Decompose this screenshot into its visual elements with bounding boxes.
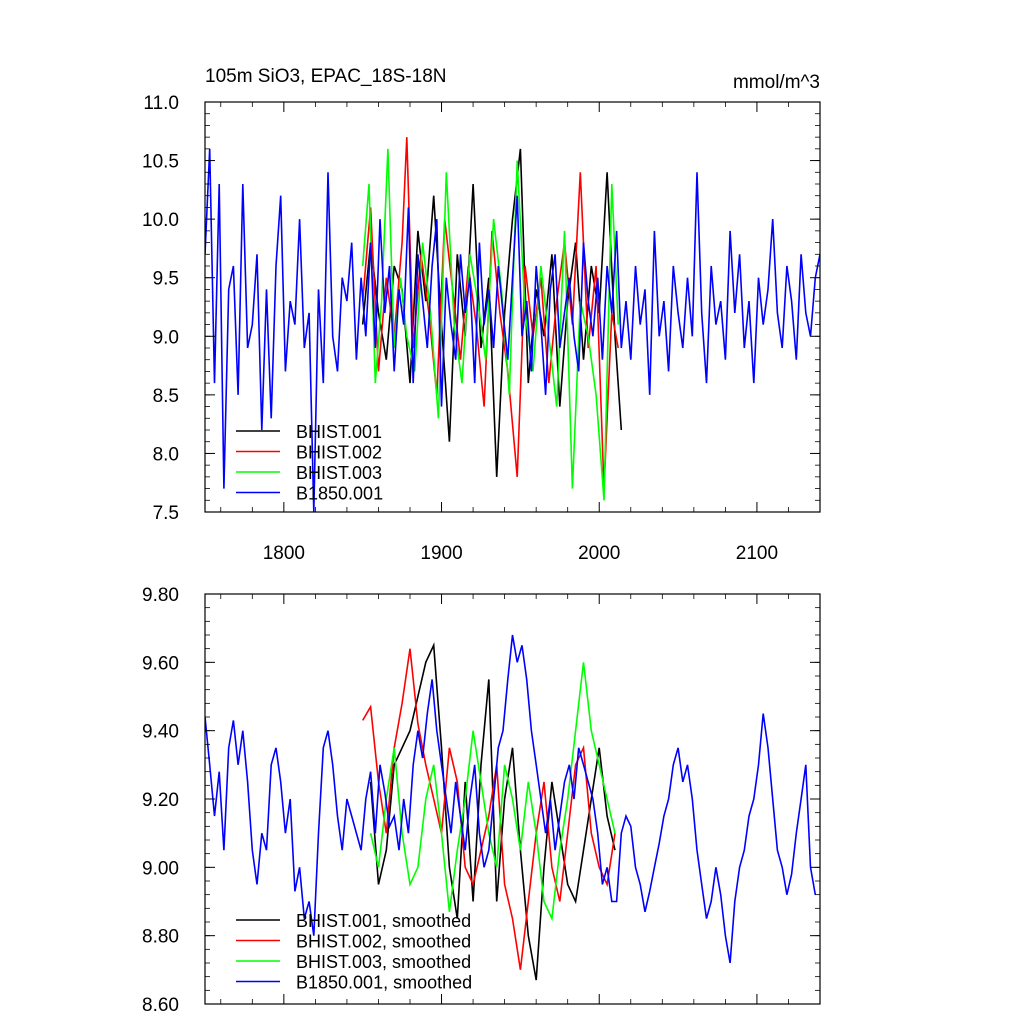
- series-line-3: [369, 662, 616, 922]
- y-tick-label: 10.0: [142, 210, 179, 231]
- legend-label: BHIST.002, smoothed: [296, 932, 471, 952]
- y-tick-label: 9.60: [142, 653, 179, 674]
- y-tick-label: 9.80: [142, 585, 179, 606]
- x-tick-label: 2000: [578, 543, 620, 564]
- y-tick-label: 7.5: [153, 503, 179, 524]
- legend-label: B1850.001: [296, 484, 383, 504]
- legend-label: B1850.001, smoothed: [296, 973, 472, 993]
- y-tick-label: 8.0: [153, 444, 179, 465]
- y-tick-label: 9.0: [153, 327, 179, 348]
- legend-label: BHIST.001: [296, 422, 382, 442]
- y-tick-label: 8.80: [142, 927, 179, 948]
- chart-title: 105m SiO3, EPAC_18S-18N: [205, 66, 447, 87]
- y-tick-label: 9.20: [142, 790, 179, 811]
- y-tick-label: 9.40: [142, 722, 179, 743]
- y-tick-label: 10.5: [142, 152, 179, 173]
- units-label: mmol/m^3: [733, 72, 820, 93]
- legend-label: BHIST.001, smoothed: [296, 911, 471, 931]
- x-tick-label: 1900: [420, 543, 462, 564]
- bottom-panel: 8.60 8.80 9.00 9.20 9.40 9.60 9.80 BHIST.001, s…: [142, 585, 821, 1016]
- top-panel: 7.5 8.0 8.5 9.0 9.5 10.0 10.5 11.0 1800 1900 2000 2…: [142, 93, 821, 564]
- y-tick-label: 8.5: [153, 386, 179, 407]
- y-tick-label: 9.00: [142, 858, 179, 879]
- legend-label: BHIST.003, smoothed: [296, 952, 471, 972]
- y-tick-label: 9.5: [153, 269, 179, 290]
- x-tick-label: 1800: [263, 543, 305, 564]
- legend-label: BHIST.003: [296, 463, 382, 483]
- series-line-4: [205, 148, 820, 512]
- y-tick-label: 11.0: [143, 93, 179, 114]
- x-tick-label: 2100: [736, 543, 778, 564]
- y-tick-label: 8.60: [142, 995, 179, 1016]
- series-line-4: [205, 634, 817, 964]
- legend-label: BHIST.002: [296, 443, 382, 463]
- plot-frame: [204, 101, 821, 513]
